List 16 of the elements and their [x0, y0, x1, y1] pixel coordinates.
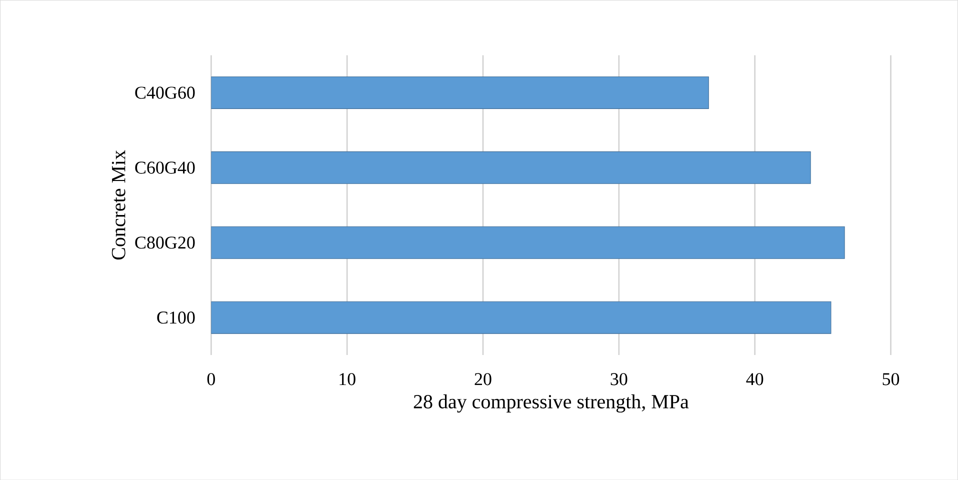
y-tick-label: C60G40: [135, 161, 195, 174]
x-axis-title: 28 day compressive strength, MPa: [414, 394, 689, 412]
x-tick-label: 10: [340, 372, 356, 386]
x-tick-label: 20: [474, 372, 492, 386]
bar: [211, 151, 811, 184]
y-axis-title: Concrete Mix: [112, 150, 126, 260]
x-tick-label: 0: [207, 372, 215, 386]
bar: [211, 226, 845, 259]
x-tick-label: 50: [882, 372, 900, 386]
y-tick-label: C80G20: [135, 236, 195, 249]
bar: [211, 76, 709, 109]
x-tick-label: 30: [610, 372, 628, 386]
y-tick-label: C40G60: [135, 86, 195, 99]
y-tick-label: C100: [157, 311, 195, 324]
bar: [211, 301, 832, 334]
x-tick-label: 40: [746, 372, 764, 386]
